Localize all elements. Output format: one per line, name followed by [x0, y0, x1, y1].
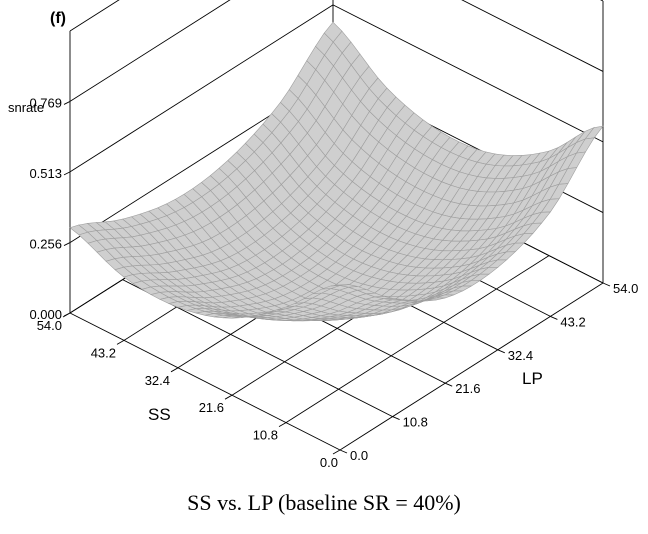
y-tick-mark: [445, 382, 453, 387]
y-tick-label: 43.2: [560, 314, 585, 329]
back-wall-grid-line: [461, 0, 604, 72]
surface-facet: [330, 284, 349, 287]
y-tick-mark: [550, 315, 558, 320]
y-tick-label: 0.0: [350, 448, 368, 463]
back-wall-grid-line: [69, 0, 231, 102]
x-tick-mark: [170, 367, 179, 373]
x-tick-label: 10.8: [253, 428, 278, 443]
x-tick-label: 43.2: [91, 345, 116, 360]
z-tick-label: 0.513: [29, 166, 62, 181]
y-tick-label: 32.4: [508, 348, 533, 363]
z-tick-mark: [63, 101, 71, 105]
back-wall-grid-line: [69, 0, 120, 32]
panel-label: (f): [50, 10, 66, 27]
floor-grid-line: [339, 282, 604, 451]
z-tick-label: 0.256: [29, 237, 62, 252]
figure-caption: SS vs. LP (baseline SR = 40%): [187, 490, 461, 515]
x-tick-mark: [62, 312, 71, 318]
tick-labels: 0.000 0.256 0.513 0.769 0.0 10.8 21.6 32.4 43.2 5…: [29, 95, 638, 470]
x-tick-label: 54.0: [37, 318, 62, 333]
x-tick-label: 21.6: [199, 400, 224, 415]
y-tick-mark: [339, 449, 348, 454]
z-tick-label: 0.769: [29, 95, 62, 110]
floor-grid-line: [69, 312, 341, 451]
back-wall-grid-line: [69, 4, 334, 173]
y-tick-label: 54.0: [613, 281, 638, 296]
surface-mesh: [69, 21, 604, 322]
x-tick-mark: [278, 422, 287, 427]
surface-plot: 0.000 0.256 0.513 0.769 0.0 10.8 21.6 32.4 43.2 5…: [8, 0, 638, 470]
y-axis-title: LP: [522, 369, 543, 388]
z-tick-label: 0.000: [29, 307, 62, 322]
x-tick-mark: [224, 394, 233, 400]
x-tick-label: 32.4: [145, 373, 170, 388]
y-tick-mark: [602, 282, 611, 287]
back-wall-grid-line: [332, 4, 604, 143]
x-tick-mark: [332, 449, 341, 455]
z-axis-title: snrate: [8, 100, 44, 115]
y-tick-label: 10.8: [403, 415, 428, 430]
y-tick-label: 21.6: [455, 381, 480, 396]
z-tick-mark: [63, 171, 71, 176]
y-tick-mark: [392, 416, 400, 421]
floor-grid-line: [285, 255, 550, 423]
x-axis-title: SS: [148, 405, 171, 424]
back-wall-grid-line: [600, 0, 604, 2]
y-tick-mark: [497, 349, 505, 354]
z-tick-mark: [63, 242, 71, 246]
x-tick-mark: [116, 340, 125, 345]
x-tick-label: 0.0: [320, 455, 338, 470]
